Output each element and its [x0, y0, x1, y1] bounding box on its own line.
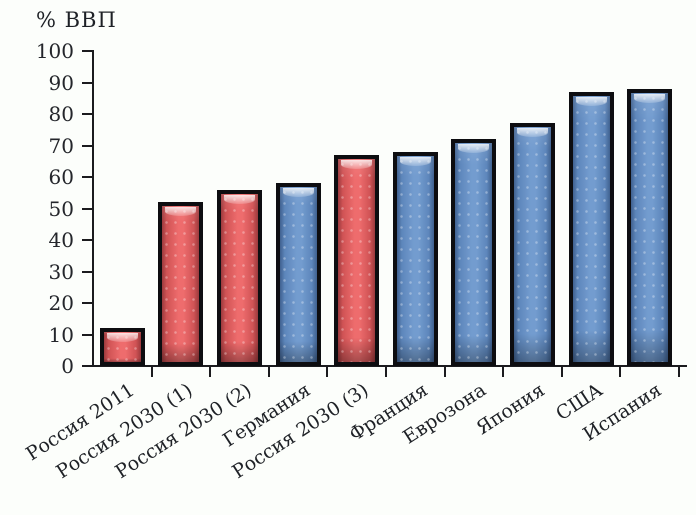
bar — [568, 91, 614, 366]
y-tick-label: 0 — [61, 354, 74, 378]
y-tick — [82, 207, 93, 210]
y-tick-label: 60 — [48, 165, 74, 189]
bar-gloss-highlight — [106, 333, 138, 343]
y-tick-label: 50 — [48, 196, 74, 221]
y-tick — [82, 50, 93, 52]
bar-gloss-highlight — [458, 144, 490, 154]
x-tick — [209, 365, 212, 377]
x-tick — [326, 365, 329, 377]
bar — [627, 88, 673, 366]
x-tick — [678, 365, 680, 377]
x-tick — [502, 365, 505, 377]
y-tick-label: 70 — [48, 133, 74, 158]
x-tick — [443, 365, 446, 377]
y-tick-label: 90 — [48, 70, 74, 95]
bar — [275, 183, 321, 366]
y-tick-label: 10 — [48, 322, 74, 347]
y-tick-label: 80 — [48, 102, 74, 126]
bar-gloss-highlight — [516, 128, 549, 138]
y-tick — [82, 144, 93, 147]
x-tick — [385, 365, 387, 377]
x-tick — [560, 365, 563, 377]
x-tick — [619, 365, 622, 377]
y-tick — [82, 81, 93, 84]
bar-gloss-highlight — [634, 93, 666, 103]
bar — [392, 151, 438, 366]
bar-gloss-highlight — [223, 194, 256, 204]
chart-title: % ВВП — [36, 8, 117, 32]
x-tick — [267, 365, 270, 377]
y-tick — [82, 239, 93, 241]
y-tick-label: 20 — [48, 291, 74, 315]
y-tick — [82, 302, 93, 304]
bar-gloss-highlight — [575, 96, 607, 106]
bar-gloss-highlight — [282, 188, 314, 198]
bar — [451, 139, 497, 366]
y-tick — [82, 333, 93, 336]
bar — [99, 328, 145, 366]
bar — [334, 154, 380, 366]
y-tick-label: 100 — [35, 39, 74, 63]
y-tick-label: 30 — [48, 259, 74, 284]
bar-gloss-highlight — [165, 207, 197, 217]
bar — [158, 202, 204, 366]
x-axis-line — [92, 365, 687, 367]
y-axis-line — [92, 50, 94, 367]
y-tick — [82, 113, 93, 115]
bar-gloss-highlight — [399, 156, 431, 166]
y-tick — [82, 270, 93, 273]
y-tick-label: 40 — [48, 228, 74, 252]
y-tick — [82, 176, 93, 178]
bar-gloss-highlight — [341, 159, 373, 169]
x-tick — [150, 365, 153, 377]
bar — [217, 189, 262, 366]
y-tick — [82, 365, 93, 367]
bar — [510, 123, 555, 366]
